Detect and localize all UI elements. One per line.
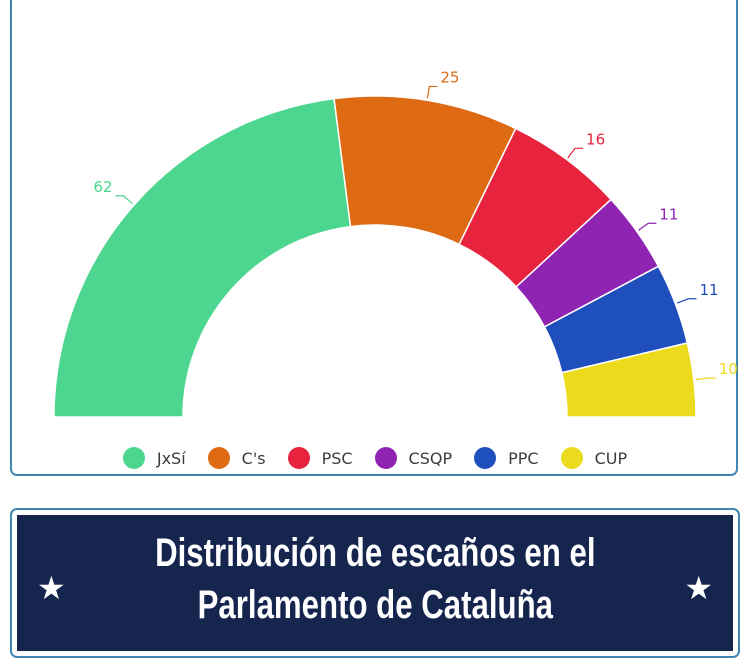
chart-value-labels: 62 25 16 11 11 10 [93, 68, 738, 381]
label-connector [567, 147, 584, 159]
legend-swatch [560, 447, 583, 469]
legend-swatch [474, 447, 497, 469]
legend-label: CUP [594, 448, 628, 468]
legend-label: C's [241, 448, 266, 468]
legend-item-cup[interactable]: CUP [560, 447, 628, 469]
banner-title: Distribución de escaños en el Parlamento… [134, 527, 617, 631]
legend-swatch [122, 447, 145, 469]
data-label: 11 [659, 205, 678, 223]
data-label: 16 [586, 130, 605, 148]
data-label: 11 [699, 281, 718, 299]
chart-legend: JxSí C's PSC CSQP PPC CUP [0, 443, 750, 473]
legend-item-csqp[interactable]: CSQP [374, 447, 453, 469]
data-label: 62 [93, 178, 112, 196]
chart-slices [53, 95, 697, 418]
label-connector [426, 85, 438, 99]
legend-label: PSC [321, 448, 353, 468]
banner-title-line-2: Parlamento de Cataluña [197, 583, 553, 627]
legend-label: PPC [508, 448, 539, 468]
slice-jxs[interactable] [53, 97, 352, 418]
legend-item-jxsi[interactable]: JxSí [122, 447, 186, 469]
legend-label: JxSí [156, 448, 186, 468]
legend-item-cs[interactable]: C's [207, 447, 266, 469]
star-icon: ★ [684, 569, 713, 607]
legend-swatch [374, 447, 397, 469]
legend-swatch [207, 447, 230, 469]
label-connector [115, 195, 133, 205]
label-connector [695, 377, 716, 381]
data-label: 25 [440, 68, 459, 86]
legend-item-ppc[interactable]: PPC [474, 447, 539, 469]
banner-frame: ★ Distribución de escaños en el Parlamen… [10, 508, 740, 658]
label-connector [677, 298, 697, 304]
slice-cup[interactable] [560, 342, 697, 418]
banner-title-line-1: Distribución de escaños en el [154, 531, 596, 575]
legend-label: CSQP [408, 448, 453, 468]
half-donut-chart: 62 25 16 11 11 10 [53, 68, 738, 418]
star-icon: ★ [37, 569, 66, 607]
title-banner: ★ Distribución de escaños en el Parlamen… [17, 515, 733, 651]
data-label: 10 [719, 360, 738, 378]
label-connector [638, 222, 657, 231]
legend-swatch [287, 447, 310, 469]
legend-item-psc[interactable]: PSC [287, 447, 353, 469]
